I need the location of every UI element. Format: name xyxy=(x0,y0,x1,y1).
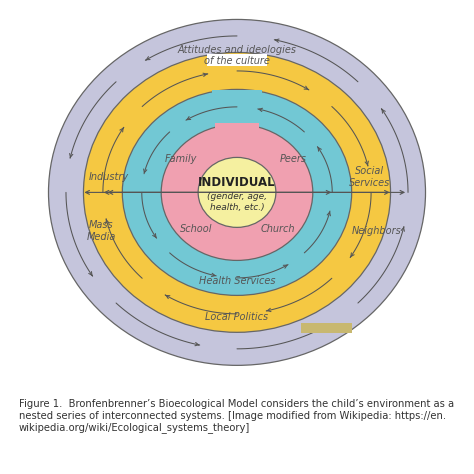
Ellipse shape xyxy=(198,157,276,228)
Text: Attitudes and ideologies
of the culture: Attitudes and ideologies of the culture xyxy=(177,45,297,66)
Text: School: School xyxy=(180,224,212,234)
Text: Local Politics: Local Politics xyxy=(205,312,269,322)
Text: Church: Church xyxy=(261,224,295,234)
Text: Family: Family xyxy=(164,155,197,164)
Text: Social
Services: Social Services xyxy=(348,166,390,188)
Text: Industry: Industry xyxy=(89,172,129,182)
Bar xyxy=(212,90,262,100)
Bar xyxy=(301,323,352,334)
Ellipse shape xyxy=(161,124,313,260)
Text: Figure 1.  Bronfenbrenner’s Bioecological Model considers the child’s environmen: Figure 1. Bronfenbrenner’s Bioecological… xyxy=(19,399,454,433)
Ellipse shape xyxy=(122,90,352,295)
Text: Peers: Peers xyxy=(280,155,307,164)
Text: Neighbors: Neighbors xyxy=(352,226,402,236)
Text: (gender, age,
health, etc.): (gender, age, health, etc.) xyxy=(207,192,267,212)
Text: INDIVIDUAL: INDIVIDUAL xyxy=(198,176,276,189)
Text: Health Services: Health Services xyxy=(199,275,275,286)
Ellipse shape xyxy=(48,19,426,365)
Ellipse shape xyxy=(83,53,391,332)
Bar xyxy=(207,55,267,66)
Bar xyxy=(215,123,259,133)
Text: Mass
Media: Mass Media xyxy=(86,220,116,242)
